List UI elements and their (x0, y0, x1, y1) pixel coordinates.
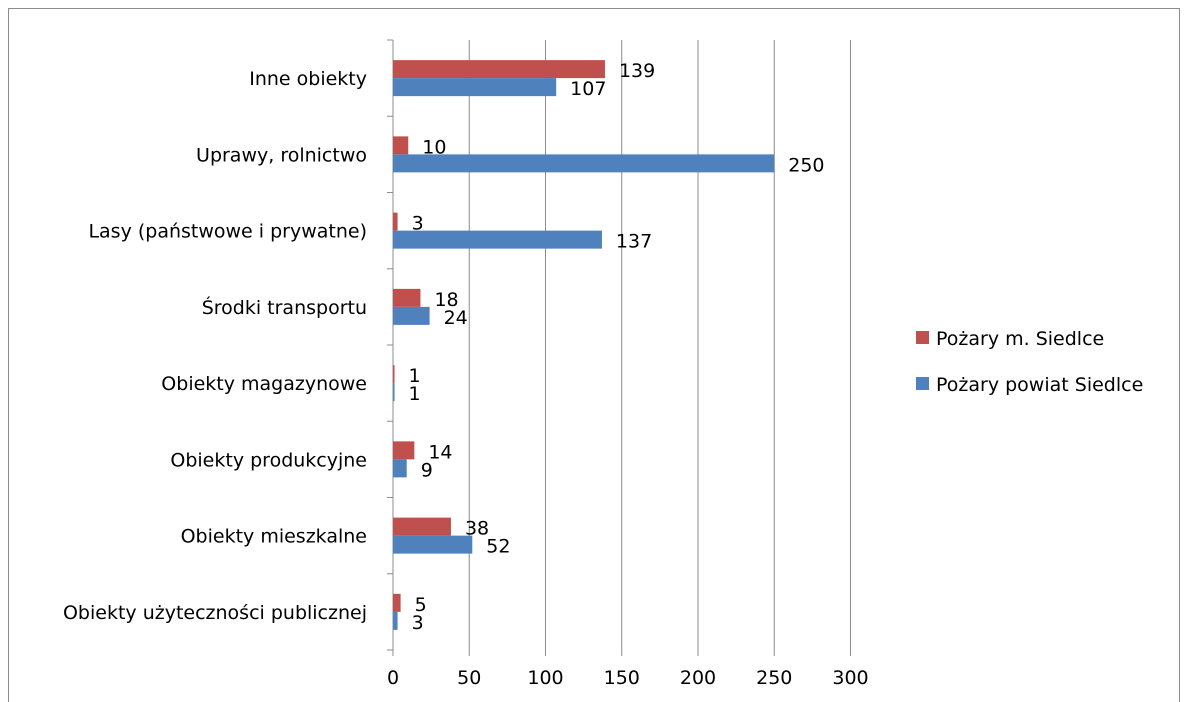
data-label: 9 (421, 459, 433, 481)
bar-siedlce-city (393, 441, 415, 460)
data-label: 10 (422, 136, 446, 158)
data-label: 137 (616, 231, 652, 253)
x-tick-label: 250 (756, 667, 792, 689)
bar-siedlce-county (393, 611, 398, 630)
data-label: 5 (415, 594, 427, 616)
x-tick-label: 100 (527, 667, 563, 689)
bar-siedlce-county (393, 230, 602, 249)
category-label: Obiekty użyteczności publicznej (63, 602, 367, 624)
chart-frame (8, 8, 1180, 702)
legend-swatch (916, 331, 929, 344)
x-tick-label: 50 (457, 667, 481, 689)
category-label: Obiekty magazynowe (161, 373, 367, 395)
bar-siedlce-county (393, 383, 395, 402)
bar-siedlce-county (393, 459, 407, 478)
data-label: 107 (570, 78, 606, 100)
bar-siedlce-city (393, 517, 451, 536)
bar-siedlce-city (393, 60, 605, 79)
x-tick-label: 150 (604, 667, 640, 689)
x-tick-label: 0 (387, 667, 399, 689)
data-label: 3 (412, 612, 424, 634)
data-label: 24 (444, 307, 468, 329)
data-label: 1 (409, 383, 421, 405)
category-label: Inne obiekty (249, 68, 367, 90)
bar-siedlce-county (393, 154, 775, 173)
bar-siedlce-county (393, 535, 473, 554)
bar-siedlce-county (393, 78, 557, 97)
data-label: 18 (434, 289, 458, 311)
category-label: Środki transportu (202, 295, 367, 319)
data-label: 139 (619, 60, 655, 82)
bar-siedlce-city (393, 212, 398, 231)
category-label: Uprawy, rolnictwo (196, 144, 367, 166)
bar-siedlce-city (393, 288, 421, 307)
bar-siedlce-city (393, 593, 401, 612)
category-label: Obiekty produkcyjne (170, 449, 367, 471)
legend-swatch (916, 377, 929, 390)
legend-label: Pożary powiat Siedlce (936, 374, 1143, 396)
data-label: 14 (428, 441, 452, 463)
data-label: 38 (465, 518, 489, 540)
x-tick-label: 300 (832, 667, 868, 689)
data-label: 250 (788, 154, 824, 176)
category-label: Obiekty mieszkalne (181, 526, 367, 548)
data-label: 52 (486, 536, 510, 558)
category-label: Lasy (państwowe i prywatne) (88, 221, 367, 243)
x-tick-label: 200 (680, 667, 716, 689)
data-label: 3 (412, 213, 424, 235)
legend-label: Pożary m. Siedlce (936, 328, 1104, 350)
bar-siedlce-county (393, 306, 430, 325)
data-label: 1 (409, 365, 421, 387)
bar-siedlce-city (393, 365, 395, 384)
bar-siedlce-city (393, 136, 409, 155)
